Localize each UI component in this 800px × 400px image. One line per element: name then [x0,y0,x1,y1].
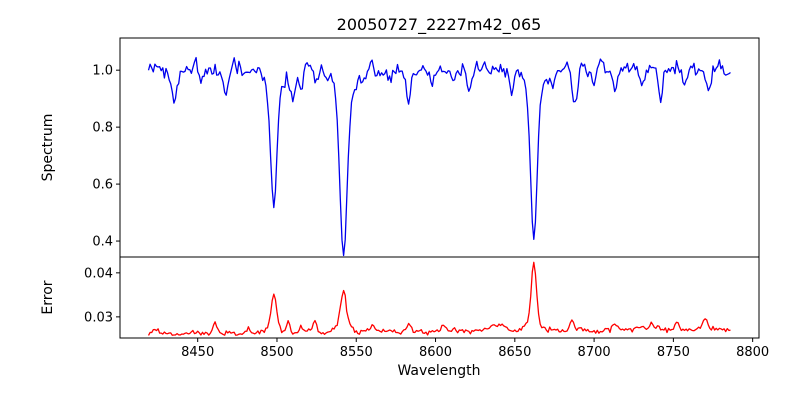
spectrum-y-tick-label: 0.4 [92,235,113,250]
error-line [147,261,731,336]
spectrum-y-axis-label: Spectrum [40,114,56,182]
x-tick-label: 8450 [181,345,214,360]
spectrum-y-tick-label: 0.6 [92,178,113,193]
x-tick-label: 8500 [260,345,293,360]
x-tick-label: 8700 [578,345,611,360]
x-tick-label: 8600 [419,345,452,360]
x-tick-label: 8750 [657,345,690,360]
error-y-tick-label: 0.04 [84,266,113,281]
spectrum-line [147,56,731,257]
error-y-axis-label: Error [40,280,56,314]
x-tick-label: 8650 [498,345,531,360]
x-axis-label: Wavelength [397,363,480,379]
spectrum-y-tick-label: 1.0 [92,64,113,79]
error-panel-border [119,256,760,339]
x-tick-label: 8800 [736,345,769,360]
spectrum-y-tick-label: 0.8 [92,121,113,136]
plot-content: 0.4 0.6 0.8 1.0 0.03 0.04 8450 8500 8550 8600 8650… [84,37,769,360]
chart-title: 20050727_2227m42_065 [337,15,542,35]
x-tick-label: 8550 [340,345,373,360]
error-y-tick-label: 0.03 [84,310,113,325]
